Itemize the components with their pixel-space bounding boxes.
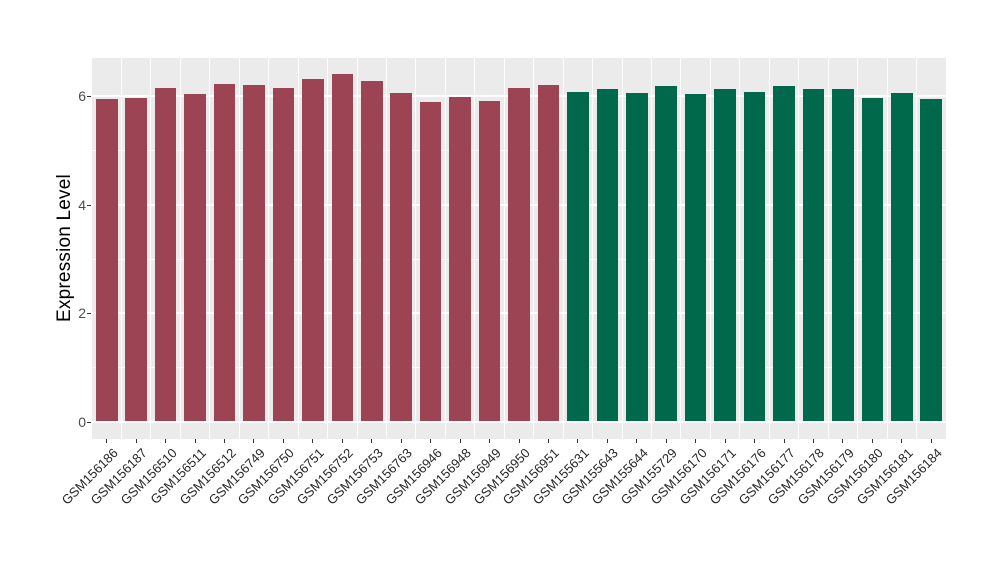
gridline-vertical [651,58,653,439]
gridline-vertical [768,58,770,439]
gridline-vertical [592,58,594,439]
x-tick-mark [312,439,314,443]
gridline-vertical [179,58,181,439]
gridline-vertical [709,58,711,439]
bar [861,98,884,422]
x-tick-mark [430,439,432,443]
bar [891,93,913,422]
bar [213,84,236,422]
gridline-vertical [886,58,888,439]
bar [95,98,118,422]
bar [743,92,766,422]
gridline-vertical [503,58,505,439]
bar [272,87,295,422]
bar [125,97,147,422]
gridline-vertical [385,58,387,439]
x-tick-mark [518,439,520,443]
bar [684,93,707,422]
y-tick-label: 6 [78,88,86,104]
x-tick-mark [871,439,873,443]
bar [567,91,589,422]
gridline-vertical [533,58,535,439]
x-tick-mark [547,439,549,443]
x-tick-mark [842,439,844,443]
gridline-vertical [916,58,918,439]
bar [596,88,619,422]
gridline-vertical [798,58,800,439]
y-tick-mark [87,96,91,97]
gridline-vertical [562,58,564,439]
bar [390,93,412,422]
bar [773,85,795,422]
gridline-vertical [238,58,240,439]
x-tick-mark [459,439,461,443]
x-tick-mark [194,439,196,443]
x-tick-mark [400,439,402,443]
x-tick-mark [253,439,255,443]
y-tick-label: 2 [78,305,86,321]
gridline-vertical [827,58,829,439]
bar [184,93,206,422]
bar [920,99,943,422]
bar [625,93,648,422]
y-tick-mark [87,204,91,206]
y-tick-mark [87,421,91,423]
x-tick-mark [371,439,373,443]
x-tick-mark [224,439,226,443]
bar [537,84,560,422]
x-tick-mark [901,439,903,443]
gridline-vertical [356,58,358,439]
bar [478,100,501,422]
bar [331,73,354,422]
y-tick-mark [87,313,91,314]
y-tick-label: 0 [78,413,86,430]
gridline-vertical [327,58,329,439]
x-tick-mark [812,439,814,443]
x-tick-mark [106,439,108,443]
y-tick-label: 4 [78,196,86,213]
x-tick-mark [165,439,167,443]
gridline-vertical [415,58,417,439]
bar [449,96,471,422]
bar [714,88,736,422]
x-tick-mark [282,439,284,443]
gridline-vertical [621,58,623,439]
bar [243,84,265,422]
bar [360,80,383,422]
x-tick-mark [724,439,726,443]
x-tick-mark [695,439,697,443]
x-tick-mark [489,439,491,443]
bar [802,89,825,422]
x-tick-mark [341,439,343,443]
gridline-vertical [739,58,741,439]
gridline-vertical [444,58,446,439]
x-tick-mark [665,439,667,443]
bar [832,88,854,422]
bar [154,87,177,422]
x-tick-mark [636,439,638,443]
gridline-vertical [680,58,682,439]
x-tick-mark [606,439,608,443]
gridline-vertical [120,58,122,439]
bar [302,78,324,422]
gridline-major [92,420,946,423]
gridline-vertical [474,58,476,439]
bar [419,101,442,422]
gridline-vertical [150,58,152,439]
y-axis-title: Expression Level [54,174,75,322]
x-tick-mark [577,439,579,443]
gridline-vertical [857,58,859,439]
gridline-vertical [268,58,270,439]
x-tick-mark [930,439,932,443]
bar [508,88,530,422]
x-tick-mark [783,439,785,443]
plot-panel [92,58,946,439]
x-tick-mark [135,439,137,443]
gridline-vertical [209,58,211,439]
x-tick-mark [754,439,756,443]
bar [655,86,678,422]
gridline-vertical [297,58,299,439]
